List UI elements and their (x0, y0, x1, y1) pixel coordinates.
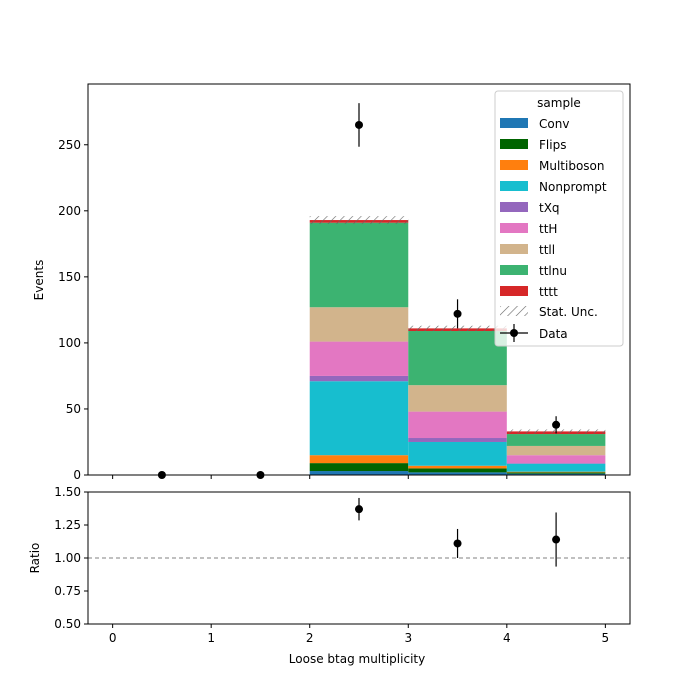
bar-ttlnu-bin-3 (408, 331, 507, 386)
legend-frame (494, 90, 624, 347)
data-point-3 (453, 309, 462, 318)
legend-label-tttt: tttt (539, 285, 558, 299)
bar-txq-bin-4 (506, 463, 606, 464)
main-y-tick-label-5: 250 (58, 138, 81, 152)
legend-items: Conv Flips Multiboson Nonprompt tXq ttH ttll tt… (500, 117, 607, 299)
stat-unc-band-bin-2 (309, 216, 409, 225)
legend-label-multiboson: Multiboson (539, 159, 605, 173)
bar-ttll-bin-4 (506, 445, 606, 456)
legend-swatch-data-marker (510, 329, 518, 337)
legend-swatch-flips (500, 139, 528, 149)
main-y-tick-label-0: 0 (73, 468, 81, 482)
x-tick-label-1: 1 (207, 631, 215, 645)
ratio-x-ticks: 0 1 2 3 4 5 (109, 624, 609, 645)
x-tick-label-5: 5 (602, 631, 610, 645)
legend-label-conv: Conv (539, 117, 569, 131)
legend-swatch-stat-unc (500, 306, 528, 316)
ratio-plot: 0.50 0.75 1.00 1.25 1.50 0 1 2 3 4 5 Ratio Loose … (28, 485, 631, 666)
bar-nonprompt-bin-3 (408, 441, 507, 466)
legend-swatch-txq (500, 202, 528, 212)
legend-label-stat-unc: Stat. Unc. (539, 305, 598, 319)
y-axis-label: Events (32, 260, 46, 301)
x-axis-label: Loose btag multiplicity (289, 652, 425, 666)
x-tick-label-2: 2 (306, 631, 314, 645)
bar-tth-bin-2 (309, 341, 409, 376)
ratio-point-1 (453, 539, 462, 548)
bar-conv-bin-3 (408, 472, 507, 475)
ratio-y-tick-label-1: 0.75 (54, 584, 81, 598)
legend-swatch-conv (500, 118, 528, 128)
bar-multiboson-bin-2 (309, 455, 409, 464)
legend-label-data: Data (539, 327, 568, 341)
x-tick-label-4: 4 (503, 631, 511, 645)
legend-swatch-ttlnu (500, 265, 528, 275)
ratio-y-ticks: 0.50 0.75 1.00 1.25 1.50 (54, 485, 88, 631)
data-point-2 (355, 120, 363, 129)
bar-tth-bin-4 (506, 455, 606, 464)
main-y-ticks: 0 50 100 150 200 250 (58, 138, 88, 482)
legend-label-flips: Flips (539, 138, 566, 152)
main-plot: 0 50 100 150 200 250 Events (32, 83, 631, 482)
bar-ttlnu-bin-2 (309, 222, 409, 308)
ratio-points (355, 497, 561, 567)
legend-swatch-tth (500, 223, 528, 233)
legend-label-tth: ttH (539, 222, 557, 236)
bar-txq-bin-3 (408, 438, 507, 442)
ratio-point-2 (552, 535, 561, 544)
ratio-y-tick-label-4: 1.50 (54, 485, 81, 499)
ratio-point-0 (355, 505, 363, 514)
main-x-ticks (112, 475, 606, 479)
bar-flips-bin-4 (506, 472, 606, 474)
legend-label-txq: tXq (539, 201, 560, 215)
bar-ttll-bin-2 (309, 307, 409, 342)
ratio-y-tick-label-3: 1.25 (54, 518, 81, 532)
main-y-tick-label-3: 150 (58, 270, 81, 284)
bar-multiboson-bin-3 (408, 465, 507, 469)
main-axes-frame (87, 83, 631, 476)
legend-title: sample (537, 96, 581, 110)
legend-swatch-nonprompt (500, 181, 528, 191)
x-tick-label-0: 0 (109, 631, 117, 645)
legend-swatch-multiboson (500, 160, 528, 170)
bar-ttll-bin-3 (408, 385, 507, 412)
bar-nonprompt-bin-2 (309, 381, 409, 456)
main-y-tick-label-2: 100 (58, 336, 81, 350)
bar-multiboson-bin-4 (506, 471, 606, 473)
bar-flips-bin-3 (408, 468, 507, 473)
x-tick-label-3: 3 (404, 631, 412, 645)
bar-ttlnu-bin-4 (506, 434, 606, 446)
main-y-tick-label-4: 200 (58, 204, 81, 218)
main-y-tick-label-1: 50 (66, 402, 81, 416)
ratio-y-tick-label-2: 1.00 (54, 551, 81, 565)
ratio-y-tick-label-0: 0.50 (54, 617, 81, 631)
data-point-4 (552, 420, 561, 429)
legend-swatch-tttt (500, 286, 528, 296)
legend-label-ttlnu: ttlnu (539, 264, 567, 278)
bar-conv-bin-2 (309, 471, 409, 475)
legend-label-nonprompt: Nonprompt (539, 180, 607, 194)
bar-flips-bin-2 (309, 463, 409, 472)
bar-tth-bin-3 (408, 411, 507, 439)
bar-txq-bin-2 (309, 375, 409, 382)
legend: sample Conv Flips Multiboson Nonprompt tXq tt… (494, 90, 624, 347)
bar-conv-bin-4 (506, 473, 606, 475)
bar-nonprompt-bin-4 (506, 463, 606, 472)
ratio-y-axis-label: Ratio (28, 543, 42, 574)
legend-swatch-ttll (500, 244, 528, 254)
legend-label-ttll: ttll (539, 243, 555, 257)
